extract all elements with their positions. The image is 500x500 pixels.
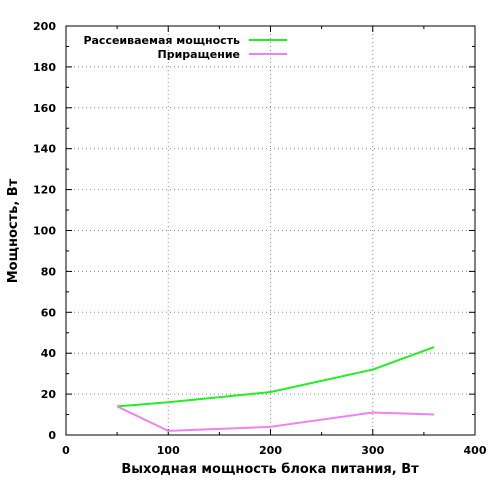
legend-label: Рассеиваемая мощность [83, 34, 240, 47]
legend-label: Приращение [158, 48, 240, 61]
grid [66, 26, 475, 435]
x-tick-label: 300 [361, 444, 384, 457]
plot-frame [65, 25, 476, 436]
x-tick-labels: 0 100 200 300 400 [62, 444, 487, 457]
x-tick-label: 400 [464, 444, 487, 457]
y-tick-label: 200 [33, 20, 56, 33]
y-tick-label: 0 [48, 429, 56, 442]
x-tick-label: 200 [259, 444, 282, 457]
x-tick-label: 100 [157, 444, 180, 457]
y-axis-label: Мощность, Вт [6, 178, 21, 283]
x-tick-label: 0 [62, 444, 70, 457]
x-axis-label: Выходная мощность блока питания, Вт [121, 462, 419, 477]
y-tick-label: 120 [33, 184, 56, 197]
y-tick-label: 100 [33, 225, 56, 238]
series-line-0 [117, 346, 435, 408]
y-tick-label: 180 [33, 61, 56, 74]
series [116, 346, 435, 432]
y-tick-label: 80 [41, 265, 57, 278]
y-tick-label: 20 [41, 388, 57, 401]
series-line-1 [116, 405, 435, 432]
y-tick-labels: 0 20 40 60 80 100 120 140 160 180 200 [33, 20, 56, 442]
y-tick-label: 140 [33, 143, 56, 156]
y-tick-label: 160 [33, 102, 56, 115]
y-tick-label: 60 [41, 306, 57, 319]
y-tick-label: 40 [41, 347, 57, 360]
